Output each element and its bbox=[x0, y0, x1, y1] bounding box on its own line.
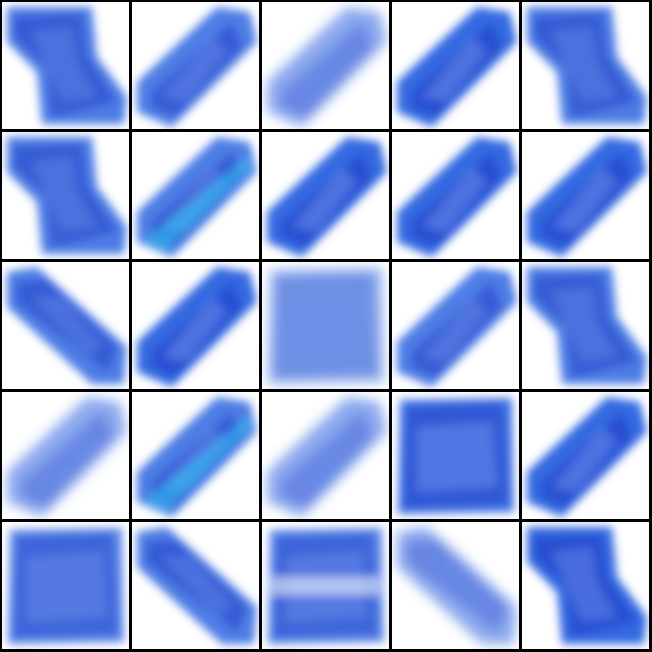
sample-tile bbox=[2, 132, 129, 259]
sample-tile bbox=[392, 392, 519, 519]
blurred-shape bbox=[527, 137, 647, 257]
blurred-shape bbox=[7, 137, 127, 254]
sample-tile bbox=[262, 392, 389, 519]
blurred-shape bbox=[527, 397, 647, 517]
sample-tile bbox=[262, 522, 389, 649]
sample-tile bbox=[132, 262, 259, 389]
blurred-shape bbox=[397, 137, 517, 257]
blurred-shape bbox=[397, 267, 517, 387]
blurred-shape bbox=[7, 7, 127, 124]
sample-tile bbox=[2, 2, 129, 129]
blurred-shape bbox=[527, 7, 647, 124]
blurred-shape bbox=[8, 528, 124, 644]
blurred-shape bbox=[137, 527, 257, 644]
blurred-shape bbox=[137, 7, 257, 127]
sample-tile bbox=[392, 262, 519, 389]
blurred-shape bbox=[267, 397, 387, 517]
sample-tile bbox=[132, 2, 259, 129]
sample-tile bbox=[522, 132, 649, 259]
blurred-shape bbox=[267, 7, 387, 127]
sample-tile bbox=[262, 2, 389, 129]
blurred-shape bbox=[527, 527, 647, 644]
sample-tile bbox=[132, 132, 259, 259]
sample-tile bbox=[262, 132, 389, 259]
sample-tile bbox=[2, 262, 129, 389]
blurred-shape bbox=[267, 137, 387, 257]
sample-tile bbox=[262, 262, 389, 389]
sample-tile bbox=[2, 522, 129, 649]
blurred-shape bbox=[397, 527, 517, 644]
blurred-shape bbox=[137, 397, 257, 517]
blurred-shape bbox=[268, 268, 384, 384]
blurred-shape bbox=[137, 137, 257, 257]
blurred-shape bbox=[268, 528, 384, 644]
blurred-shape bbox=[398, 398, 514, 514]
sample-tile bbox=[132, 522, 259, 649]
blurred-shape bbox=[527, 267, 647, 384]
sample-tile bbox=[392, 522, 519, 649]
sample-tile bbox=[392, 2, 519, 129]
sample-tile bbox=[522, 262, 649, 389]
blurred-shape bbox=[7, 397, 127, 517]
sample-tile bbox=[132, 392, 259, 519]
sample-tile bbox=[522, 392, 649, 519]
sample-tile bbox=[522, 522, 649, 649]
blurred-shape bbox=[7, 267, 127, 384]
sample-tile bbox=[392, 132, 519, 259]
sample-tile bbox=[522, 2, 649, 129]
blurred-shape bbox=[137, 267, 257, 387]
sample-tile bbox=[2, 392, 129, 519]
blurred-shape bbox=[397, 7, 517, 127]
